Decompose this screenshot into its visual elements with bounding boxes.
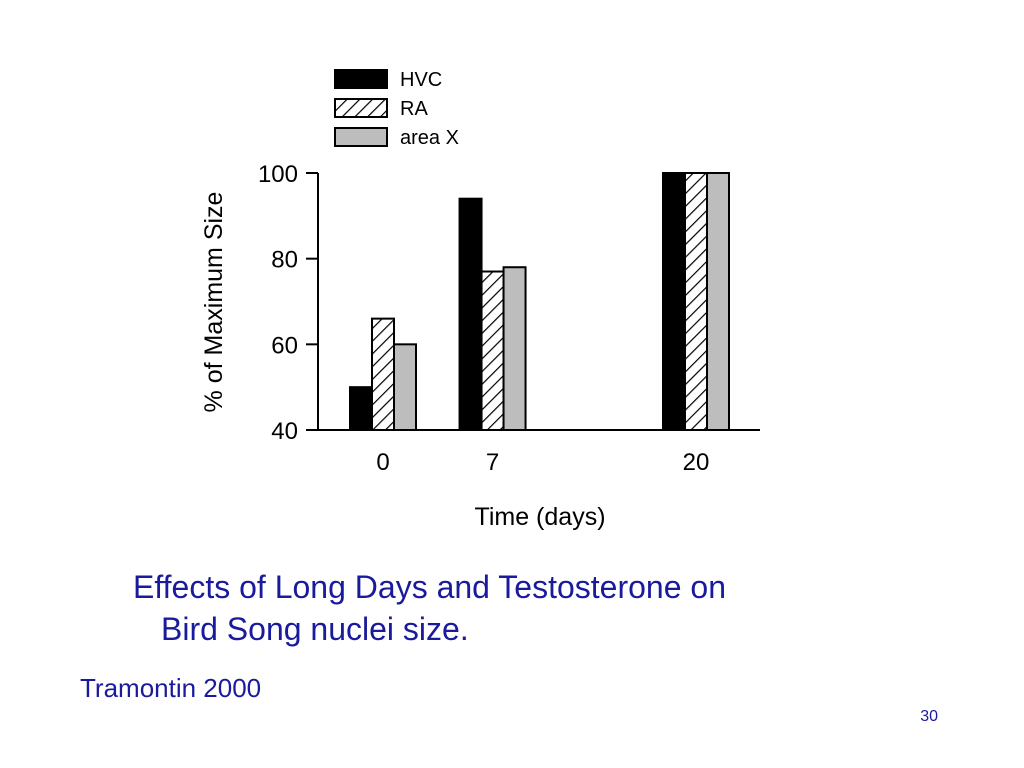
y-tick-label-100: 100 [258, 161, 298, 188]
x-tick-label-7: 7 [486, 449, 499, 476]
bar-area-x-20 [706, 172, 730, 431]
legend-swatch-ra [334, 98, 388, 118]
bar-area-x-0 [393, 343, 417, 432]
y-tick-label-40: 40 [271, 418, 298, 445]
bar-hvc-7 [458, 197, 483, 431]
legend-label-hvc: HVC [400, 69, 442, 91]
x-axis-label: Time (days) [474, 503, 605, 531]
legend-label-area-x: area X [400, 127, 459, 149]
slide-number: 30 [920, 708, 938, 725]
chart-legend: HVC RA area X [334, 69, 459, 149]
bar-ra-0 [371, 317, 395, 431]
bar-chart: HVC RA area X 40 60 80 100 0 7 20 % of Maximum … [200, 69, 760, 531]
caption-line-2: Bird Song nuclei size. [161, 611, 469, 647]
caption-line-1: Effects of Long Days and Testosterone on [133, 569, 726, 605]
y-tick-label-60: 60 [271, 332, 298, 359]
legend-swatch-area-x [334, 127, 388, 147]
bar-hvc-0 [349, 386, 373, 431]
legend-swatch-hvc [334, 69, 388, 89]
bar-ra-7 [480, 270, 505, 431]
y-axis-label: % of Maximum Size [200, 192, 228, 413]
citation: Tramontin 2000 [80, 673, 262, 703]
y-axis-ticks: 40 60 80 100 [258, 161, 318, 445]
bar-area-x-7 [502, 266, 527, 431]
legend-label-ra: RA [400, 98, 428, 120]
y-tick-label-80: 80 [271, 247, 298, 274]
bar-hvc-20 [662, 172, 686, 431]
x-tick-label-0: 0 [376, 449, 389, 476]
bars [349, 172, 730, 432]
slide-caption: Effects of Long Days and Testosterone on… [133, 566, 913, 650]
bar-ra-20 [684, 172, 708, 431]
x-axis-ticks: 0 7 20 [376, 449, 709, 476]
x-tick-label-20: 20 [683, 449, 710, 476]
